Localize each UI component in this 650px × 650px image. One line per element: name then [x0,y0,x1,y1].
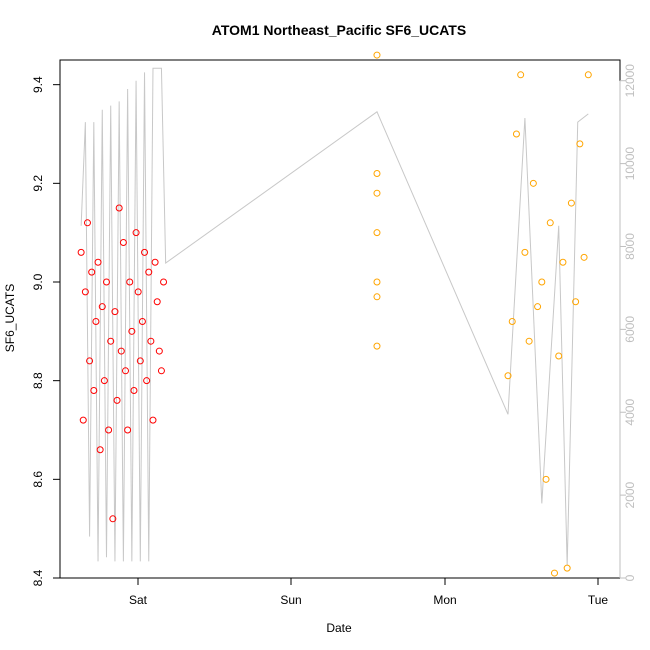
point-series-2 [580,253,588,261]
point-series-2 [529,179,537,187]
point-series-1 [160,278,168,286]
point-series-1 [153,298,161,306]
point-series-1 [96,446,104,454]
point-series-1 [83,219,91,227]
x-tick-label: Sat [129,593,148,607]
point-series-1 [155,347,163,355]
x-tick-label: Tue [588,593,609,607]
point-series-1 [107,337,115,345]
point-series-1 [149,416,157,424]
point-series-1 [81,288,89,296]
chart-title: ATOM1 Northeast_Pacific SF6_UCATS [212,22,466,38]
right-tick-label: 6000 [623,316,637,343]
point-series-2 [525,337,533,345]
right-tick-label: 0 [623,574,637,581]
point-series-1 [122,367,130,375]
point-series-2 [508,317,516,325]
y-tick-label: 9.0 [31,273,45,290]
point-series-1 [151,258,159,266]
right-axis: 0 2000 4000 6000 8000 10000 12000 [619,64,637,581]
point-series-2 [546,219,554,227]
points-layer [77,51,592,577]
point-series-1 [157,367,165,375]
point-series-1 [132,229,140,237]
point-series-1 [141,248,149,256]
point-series-2 [559,258,567,266]
point-series-1 [86,357,94,365]
point-series-1 [98,303,106,311]
point-series-1 [147,337,155,345]
point-series-2 [373,293,381,301]
point-series-2 [534,303,542,311]
right-tick-label: 4000 [623,399,637,426]
y-tick-label: 8.8 [31,372,45,389]
point-series-2 [373,189,381,197]
point-series-2 [373,342,381,350]
point-series-2 [504,372,512,380]
point-series-1 [119,239,127,247]
point-series-2 [373,229,381,237]
point-series-1 [79,416,87,424]
point-series-1 [113,396,121,404]
y-tick-label: 8.4 [31,569,45,586]
right-tick-label: 12000 [623,64,637,98]
altitude-line-layer [80,67,589,566]
right-tick-label: 8000 [623,233,637,260]
point-series-1 [136,357,144,365]
point-series-1 [117,347,125,355]
point-series-1 [109,515,117,523]
point-series-1 [92,317,100,325]
point-series-1 [138,317,146,325]
y-tick-label: 9.2 [31,175,45,192]
point-series-1 [128,327,136,335]
x-axis-label: Date [326,621,352,635]
point-series-1 [100,377,108,385]
point-series-1 [102,278,110,286]
y-tick-label: 8.6 [31,471,45,488]
point-series-2 [572,298,580,306]
y-axis-label: SF6_UCATS [3,284,17,352]
point-series-1 [105,426,113,434]
point-series-1 [143,377,151,385]
point-series-2 [550,569,558,577]
point-series-2 [567,199,575,207]
point-series-1 [88,268,96,276]
x-tick-label: Mon [433,593,456,607]
point-series-1 [130,387,138,395]
point-series-2 [555,352,563,360]
point-series-1 [77,248,85,256]
point-series-2 [576,140,584,148]
point-series-2 [373,278,381,286]
y-tick-label: 9.4 [31,76,45,93]
right-tick-label: 10000 [623,147,637,181]
point-series-1 [134,288,142,296]
point-series-2 [584,71,592,79]
point-series-2 [521,248,529,256]
right-tick-label: 2000 [623,481,637,508]
point-series-2 [563,564,571,572]
point-series-1 [124,426,132,434]
altitude-line [80,67,589,566]
point-series-1 [126,278,134,286]
point-series-2 [373,51,381,59]
y-axis: 8.4 8.6 8.8 9.0 9.2 9.4 [31,76,61,586]
x-axis: Sat Sun Mon Tue [129,577,609,607]
point-series-1 [145,268,153,276]
point-series-2 [542,475,550,483]
point-series-1 [94,258,102,266]
point-series-1 [90,387,98,395]
point-series-2 [373,169,381,177]
point-series-2 [538,278,546,286]
point-series-1 [115,204,123,212]
point-series-1 [111,308,119,316]
point-series-2 [512,130,520,138]
x-tick-label: Sun [280,593,301,607]
plot-area [59,51,621,579]
point-series-2 [517,71,525,79]
